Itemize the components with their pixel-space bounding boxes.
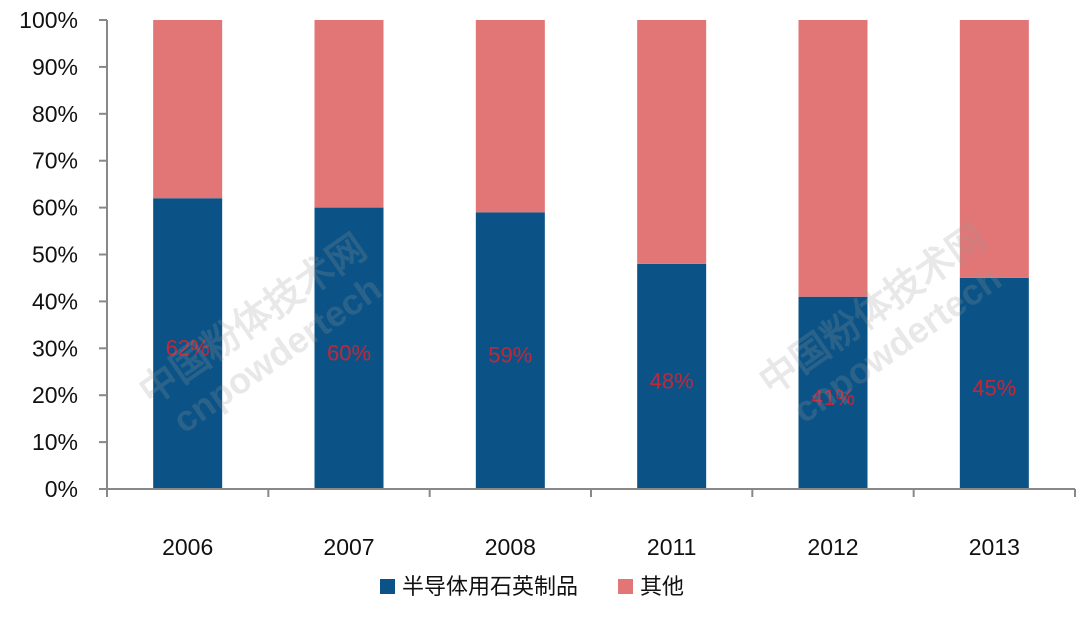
x-tick-label: 2013 [969, 534, 1020, 560]
bar-semiconductor-2012 [798, 296, 868, 489]
x-tick-label: 2006 [162, 534, 213, 560]
x-tick-label: 2007 [323, 534, 374, 560]
x-tick-label: 2008 [485, 534, 536, 560]
bar-semiconductor-2006 [153, 198, 223, 489]
legend-label: 半导体用石英制品 [402, 574, 578, 599]
y-tick-label: 50% [32, 242, 78, 268]
bar-semiconductor-2011 [637, 263, 707, 489]
data-label: 62% [166, 336, 210, 361]
data-label: 41% [811, 385, 855, 410]
bar-semiconductor-2007 [314, 207, 384, 489]
y-tick-label: 100% [19, 7, 78, 33]
legend-swatch [618, 579, 634, 594]
bar-other-2011 [637, 20, 707, 264]
data-label: 45% [972, 375, 1016, 400]
bar-other-2008 [475, 20, 545, 213]
bar-other-2007 [314, 20, 384, 208]
y-tick-label: 20% [32, 382, 78, 408]
bar-other-2013 [959, 20, 1029, 278]
y-tick-label: 0% [45, 476, 78, 502]
legend-swatch [380, 579, 395, 594]
data-label: 59% [488, 343, 532, 368]
bar-other-2006 [153, 20, 223, 199]
bar-other-2012 [798, 20, 868, 297]
y-tick-label: 30% [32, 335, 78, 361]
x-tick-label: 2012 [807, 534, 858, 560]
bar-semiconductor-2008 [475, 212, 545, 490]
y-tick-label: 70% [32, 148, 78, 174]
y-tick-label: 10% [32, 429, 78, 455]
bar-semiconductor-2013 [959, 277, 1029, 489]
legend-label: 其他 [640, 574, 684, 599]
y-tick-label: 80% [32, 101, 78, 127]
data-label: 48% [650, 368, 694, 393]
y-tick-label: 90% [32, 54, 78, 80]
x-tick-label: 2011 [647, 534, 696, 560]
y-tick-label: 60% [32, 195, 78, 221]
y-tick-label: 40% [32, 288, 78, 314]
data-label: 60% [327, 340, 371, 365]
